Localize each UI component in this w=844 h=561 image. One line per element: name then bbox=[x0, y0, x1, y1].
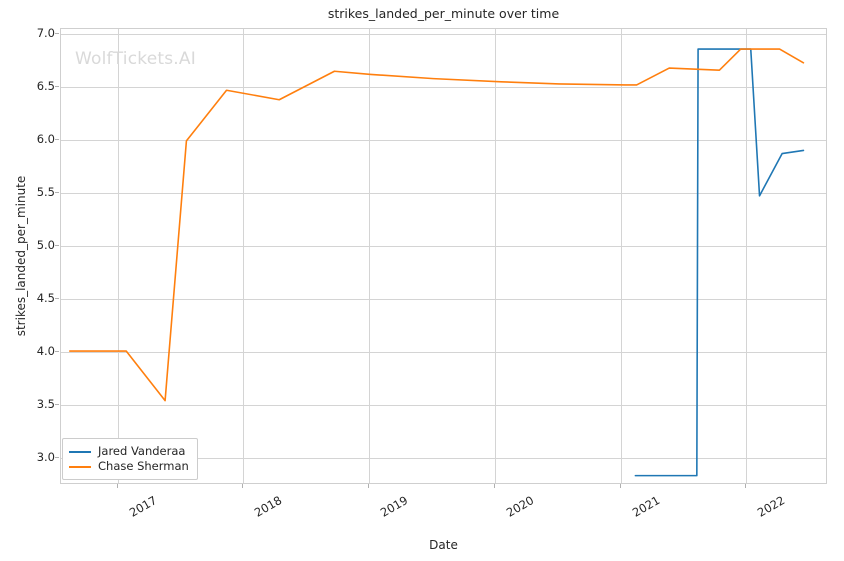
y-tick-mark bbox=[55, 351, 59, 353]
grid-lines bbox=[61, 29, 826, 483]
x-tick-label: 2020 bbox=[503, 493, 537, 520]
grid-line-vertical bbox=[117, 29, 119, 483]
y-tick-label: 3.0 bbox=[36, 450, 55, 465]
y-tick-mark bbox=[55, 245, 59, 247]
watermark-layer: WolfTickets.AI bbox=[61, 29, 826, 483]
legend-color-swatch bbox=[69, 450, 91, 453]
grid-line-vertical bbox=[369, 29, 371, 483]
grid-line-horizontal bbox=[61, 352, 826, 354]
chart-legend[interactable]: Jared Vanderaa Chase Sherman bbox=[62, 438, 198, 480]
y-tick-label: 5.5 bbox=[36, 185, 55, 200]
plot-area: WolfTickets.AI bbox=[60, 28, 827, 484]
grid-line-horizontal bbox=[61, 193, 826, 195]
y-tick-label: 6.0 bbox=[36, 132, 55, 147]
y-tick-mark bbox=[55, 139, 59, 141]
legend-label: Chase Sherman bbox=[98, 459, 189, 473]
grid-line-vertical bbox=[746, 29, 748, 483]
y-tick-label: 3.5 bbox=[36, 397, 55, 412]
legend-item[interactable]: Jared Vanderaa bbox=[69, 444, 189, 459]
x-tick-label: 2018 bbox=[252, 493, 285, 520]
grid-line-horizontal bbox=[61, 405, 826, 407]
chart-title: strikes_landed_per_minute over time bbox=[327, 6, 560, 21]
grid-line-horizontal bbox=[61, 34, 826, 36]
y-tick-label: 7.0 bbox=[36, 26, 55, 41]
y-tick-mark bbox=[55, 404, 59, 406]
x-tick-mark bbox=[745, 484, 747, 488]
y-tick-label: 4.5 bbox=[36, 291, 55, 306]
series-line bbox=[68, 48, 805, 402]
y-tick-mark bbox=[55, 33, 59, 35]
grid-line-vertical bbox=[494, 29, 496, 483]
y-tick-mark bbox=[55, 86, 59, 88]
x-axis-label: Date bbox=[429, 538, 458, 552]
series-line bbox=[634, 48, 805, 477]
grid-line-horizontal bbox=[61, 246, 826, 248]
grid-line-horizontal bbox=[61, 140, 826, 142]
y-tick-mark bbox=[55, 298, 59, 300]
watermark-text: WolfTickets.AI bbox=[75, 49, 196, 69]
x-tick-label: 2021 bbox=[629, 493, 662, 520]
x-tick-label: 2019 bbox=[377, 493, 411, 520]
y-tick-label: 4.0 bbox=[36, 344, 55, 359]
legend-label: Jared Vanderaa bbox=[98, 444, 186, 458]
legend-color-swatch bbox=[69, 465, 91, 468]
y-tick-label: 5.0 bbox=[36, 238, 55, 253]
legend-item[interactable]: Chase Sherman bbox=[69, 459, 189, 474]
series-lines bbox=[68, 48, 805, 477]
grid-line-horizontal bbox=[61, 458, 826, 460]
x-tick-mark bbox=[368, 484, 370, 488]
grid-line-vertical bbox=[243, 29, 245, 483]
y-tick-label: 6.5 bbox=[36, 79, 55, 94]
grid-line-horizontal bbox=[61, 87, 826, 89]
x-tick-mark bbox=[116, 484, 118, 488]
x-tick-label: 2017 bbox=[126, 493, 159, 520]
x-axis-ticks: 2017 2018 2019 2020 2021 2022 bbox=[0, 484, 844, 534]
x-tick-mark bbox=[619, 484, 621, 488]
x-tick-mark bbox=[493, 484, 495, 488]
x-tick-mark bbox=[242, 484, 244, 488]
y-axis-ticks: 3.0 3.5 4.0 4.5 5.0 5.5 6.0 6.5 7.0 bbox=[0, 26, 55, 484]
y-tick-mark bbox=[55, 192, 59, 194]
x-tick-label: 2022 bbox=[755, 493, 788, 520]
y-tick-mark bbox=[55, 457, 59, 459]
grid-line-horizontal bbox=[61, 299, 826, 301]
grid-line-vertical bbox=[620, 29, 622, 483]
